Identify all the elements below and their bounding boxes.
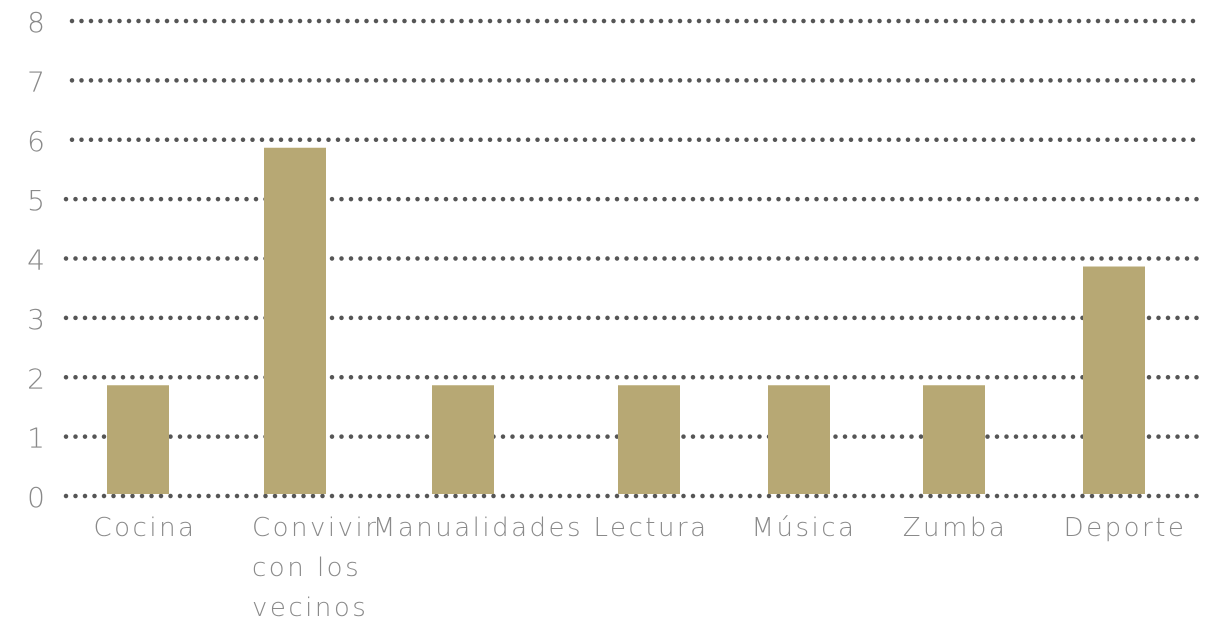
bar-2 [432, 385, 494, 494]
x-category-label: Deporte [1064, 513, 1187, 543]
y-tick-label: 6 [27, 125, 45, 158]
bars [107, 147, 1145, 494]
y-tick-label: 5 [27, 184, 45, 217]
grid-lines [63, 18, 1201, 499]
x-category-label: Lectura [593, 513, 708, 543]
y-tick-label: 2 [27, 362, 45, 395]
y-tick-label: 1 [27, 422, 45, 455]
bar-4 [768, 385, 830, 494]
x-category-label: vecinos [252, 593, 368, 623]
y-tick-label: 8 [27, 6, 45, 39]
bar-0 [107, 385, 169, 494]
x-axis-categories: Cocina Convivir con los vecinos Manualidades… [94, 513, 1187, 623]
x-category-label: con los [252, 553, 361, 583]
x-category-label: Cocina [94, 513, 197, 543]
y-tick-label: 0 [27, 481, 45, 514]
y-tick-label: 7 [27, 65, 45, 98]
bar-5 [923, 385, 985, 494]
y-tick-label: 3 [27, 303, 45, 336]
y-tick-label: 4 [27, 244, 45, 277]
bar-3 [618, 385, 680, 494]
x-category-label: Zumba [903, 513, 1008, 543]
x-category-label: Música [752, 513, 857, 543]
x-category-label: Convivir [252, 513, 378, 543]
x-category-label: Manualidades [373, 513, 583, 543]
bar-1 [264, 147, 326, 494]
bar-6 [1083, 266, 1145, 494]
y-axis-ticks: 0 1 2 3 4 5 6 7 8 [27, 6, 45, 514]
